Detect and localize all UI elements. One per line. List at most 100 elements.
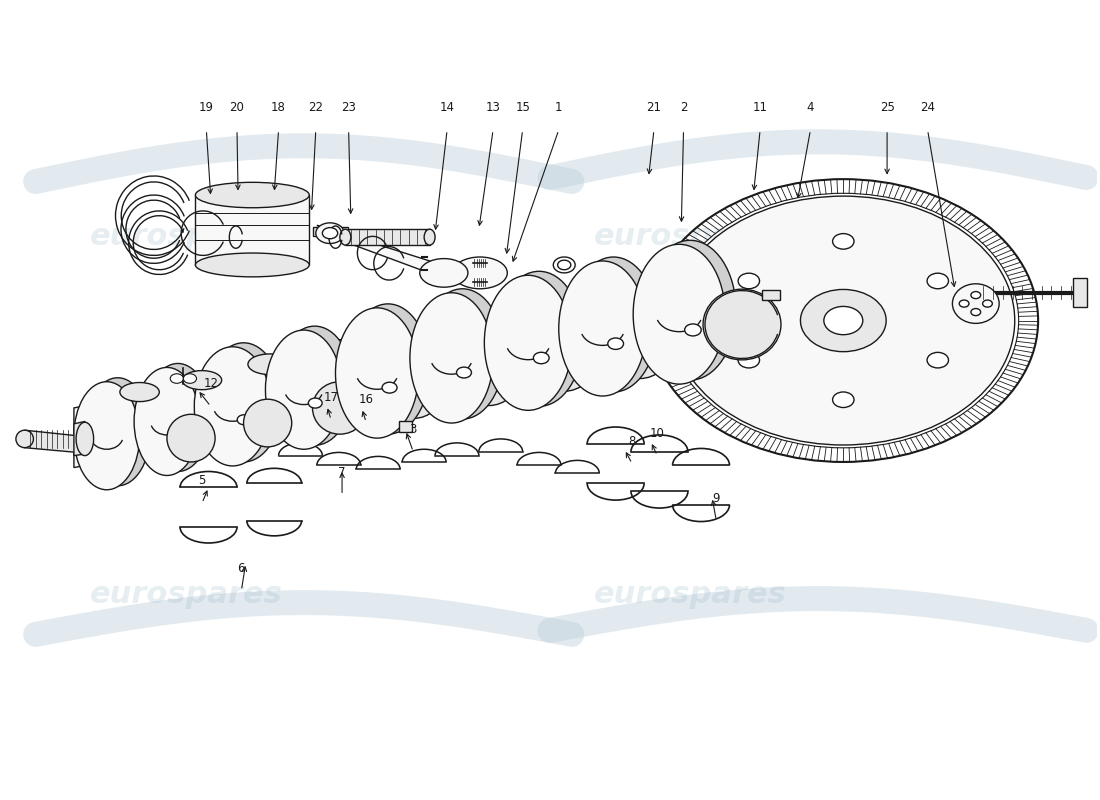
Ellipse shape	[167, 414, 216, 462]
Ellipse shape	[392, 324, 440, 346]
Ellipse shape	[120, 382, 160, 402]
Ellipse shape	[248, 354, 292, 374]
Text: eurospares: eurospares	[594, 579, 786, 609]
Circle shape	[927, 352, 948, 368]
Polygon shape	[74, 422, 85, 456]
Ellipse shape	[420, 258, 468, 287]
Text: 19: 19	[199, 101, 213, 114]
Polygon shape	[399, 421, 412, 432]
Ellipse shape	[465, 310, 514, 332]
Circle shape	[833, 392, 854, 407]
Ellipse shape	[196, 182, 309, 208]
Ellipse shape	[265, 330, 342, 450]
Ellipse shape	[145, 363, 211, 471]
Ellipse shape	[134, 367, 200, 475]
Text: 8: 8	[628, 434, 636, 448]
Circle shape	[971, 291, 981, 298]
Ellipse shape	[346, 304, 430, 434]
Text: 15: 15	[515, 101, 530, 114]
Text: 22: 22	[308, 101, 323, 114]
Text: eurospares: eurospares	[594, 222, 786, 251]
Polygon shape	[1074, 278, 1088, 307]
Text: 25: 25	[880, 101, 894, 114]
Ellipse shape	[276, 326, 353, 446]
Text: 3: 3	[409, 422, 417, 436]
Ellipse shape	[452, 257, 507, 289]
Ellipse shape	[410, 293, 493, 423]
Ellipse shape	[672, 196, 1014, 445]
Circle shape	[382, 382, 397, 393]
Ellipse shape	[74, 382, 140, 490]
Polygon shape	[345, 229, 430, 245]
Text: eurospares: eurospares	[90, 222, 283, 251]
Ellipse shape	[535, 336, 594, 391]
Circle shape	[959, 300, 969, 307]
Circle shape	[184, 374, 197, 383]
Ellipse shape	[76, 422, 94, 456]
Circle shape	[170, 430, 183, 438]
Ellipse shape	[15, 430, 33, 448]
Circle shape	[738, 273, 759, 289]
Ellipse shape	[340, 229, 351, 245]
Circle shape	[170, 374, 184, 383]
Polygon shape	[24, 430, 77, 453]
Ellipse shape	[425, 229, 436, 245]
Ellipse shape	[320, 340, 364, 360]
Circle shape	[927, 273, 948, 289]
Text: 9: 9	[713, 492, 721, 505]
Ellipse shape	[953, 284, 999, 323]
Text: 12: 12	[204, 378, 218, 390]
Circle shape	[684, 324, 701, 336]
Text: 23: 23	[341, 101, 356, 114]
Text: 17: 17	[323, 391, 339, 404]
Ellipse shape	[85, 378, 151, 486]
Circle shape	[982, 300, 992, 307]
Ellipse shape	[206, 342, 282, 462]
Ellipse shape	[387, 366, 441, 418]
Polygon shape	[196, 195, 309, 265]
Polygon shape	[762, 290, 780, 300]
Text: 16: 16	[359, 394, 374, 406]
Ellipse shape	[312, 382, 367, 434]
Ellipse shape	[645, 240, 736, 380]
Circle shape	[456, 367, 472, 378]
Ellipse shape	[243, 399, 292, 447]
Ellipse shape	[495, 271, 583, 406]
Ellipse shape	[459, 350, 518, 406]
Circle shape	[824, 306, 862, 334]
Text: 4: 4	[806, 101, 814, 114]
Circle shape	[738, 352, 759, 368]
Ellipse shape	[183, 370, 222, 390]
Ellipse shape	[196, 253, 309, 277]
Text: 21: 21	[647, 101, 661, 114]
Circle shape	[238, 414, 251, 425]
Text: 1: 1	[556, 101, 562, 114]
Text: 13: 13	[486, 101, 500, 114]
Circle shape	[534, 352, 549, 364]
Circle shape	[316, 223, 344, 243]
Ellipse shape	[195, 346, 271, 466]
Text: 14: 14	[440, 101, 454, 114]
Ellipse shape	[570, 257, 658, 392]
Ellipse shape	[609, 320, 670, 378]
Text: 2: 2	[680, 101, 688, 114]
Circle shape	[308, 398, 322, 408]
Circle shape	[833, 234, 854, 249]
Ellipse shape	[484, 275, 572, 410]
Polygon shape	[74, 274, 714, 467]
Text: 11: 11	[752, 101, 768, 114]
Ellipse shape	[801, 290, 887, 352]
Text: 10: 10	[650, 426, 664, 440]
Ellipse shape	[634, 244, 725, 384]
Ellipse shape	[703, 289, 781, 360]
Text: 24: 24	[920, 101, 935, 114]
Text: 20: 20	[230, 101, 244, 114]
Polygon shape	[317, 226, 450, 281]
Text: eurospares: eurospares	[90, 579, 283, 609]
Circle shape	[971, 309, 981, 316]
Text: 5: 5	[198, 474, 206, 487]
Circle shape	[608, 338, 624, 350]
Ellipse shape	[421, 289, 504, 419]
Circle shape	[322, 228, 338, 238]
Ellipse shape	[559, 261, 647, 396]
